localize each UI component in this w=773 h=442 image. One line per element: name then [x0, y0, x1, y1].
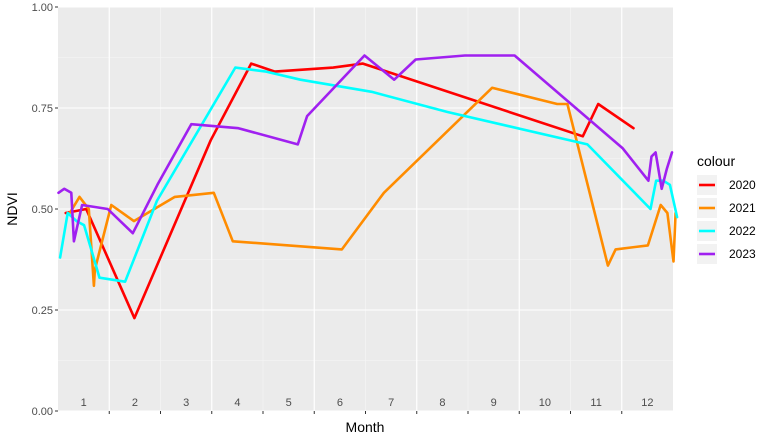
y-tick-label: 0.25: [32, 305, 53, 317]
y-tick-label: 1.00: [32, 2, 53, 14]
x-tick-label: 1: [81, 397, 87, 409]
x-tick-label: 4: [234, 397, 240, 409]
legend-label-2021: 2021: [729, 201, 756, 215]
series-line-2022: [58, 66, 679, 284]
x-tick-label: 5: [286, 397, 292, 409]
legend-label-2023: 2023: [729, 247, 756, 261]
series-line-2021: [68, 86, 677, 288]
x-axis: 1 2 3 4 5 6 7 8 9 10 11 12: [81, 397, 654, 414]
x-tick-label: 10: [539, 397, 551, 409]
legend-label-2020: 2020: [729, 178, 756, 192]
x-tick-label: 8: [439, 397, 445, 409]
x-tick-label: 11: [590, 397, 601, 409]
x-axis-title: Month: [346, 419, 385, 435]
y-axis: 0.00 0.25 0.50 0.75 1.00: [32, 2, 58, 418]
series-lines: [57, 54, 679, 320]
legend-title: colour: [697, 153, 735, 169]
y-tick-label: 0.75: [32, 103, 53, 115]
x-tick-label: 2: [132, 397, 138, 409]
y-axis-title: NDVI: [4, 192, 20, 225]
series-line-2023: [57, 54, 674, 243]
legend-items: 2020 2021 2022 2023: [697, 175, 756, 264]
y-tick-label: 0.00: [32, 406, 53, 418]
x-tick-label: 9: [491, 397, 497, 409]
x-tick-label: 6: [337, 397, 343, 409]
y-tick-label: 0.50: [32, 204, 53, 216]
legend-label-2022: 2022: [729, 224, 756, 238]
x-tick-label: 3: [183, 397, 189, 409]
legend: colour 2020 2021 2022 2023: [697, 153, 756, 264]
x-tick-label: 7: [388, 397, 394, 409]
x-tick-label: 12: [641, 397, 653, 409]
